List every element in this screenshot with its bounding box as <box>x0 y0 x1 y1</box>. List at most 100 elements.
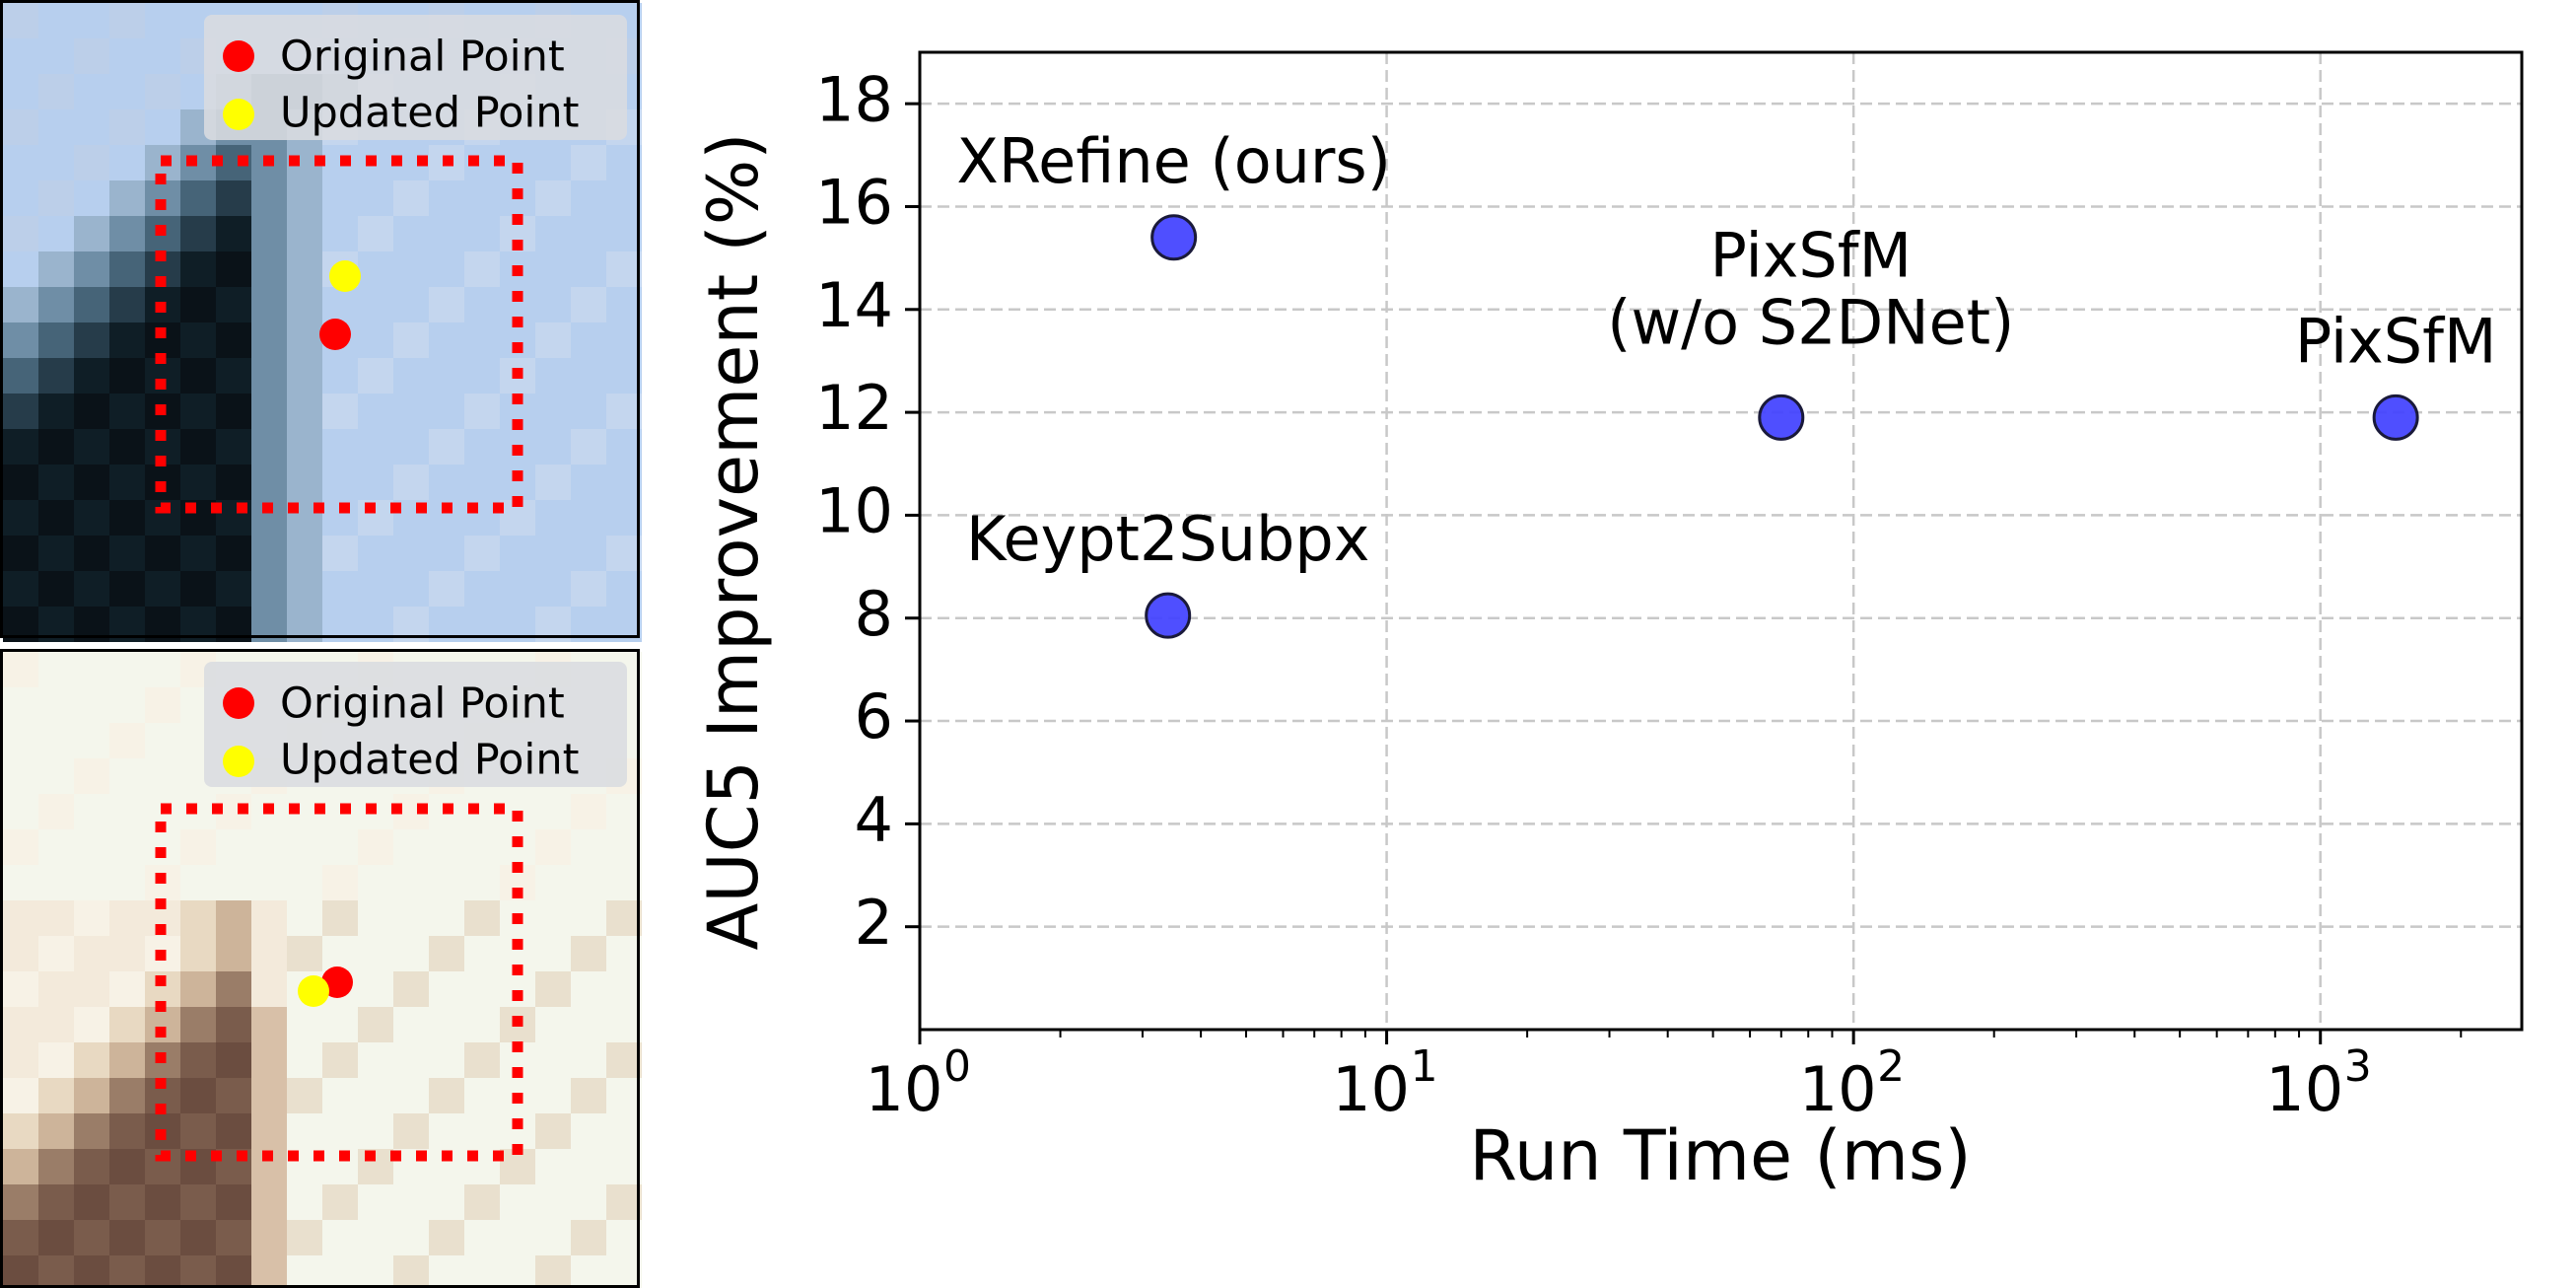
refinement-window <box>155 155 523 514</box>
pixel <box>571 358 606 394</box>
pixel <box>464 1042 500 1078</box>
pixel <box>393 1220 429 1255</box>
pixel <box>429 251 464 287</box>
pixel <box>358 1113 393 1149</box>
pixel <box>535 829 571 865</box>
pixel <box>606 180 642 216</box>
pixel <box>393 1113 429 1149</box>
pixel <box>535 145 571 180</box>
pixel <box>322 1184 358 1220</box>
x-tick-exponent: 1 <box>1411 1041 1438 1092</box>
pixel <box>251 536 287 571</box>
pixel <box>251 322 287 358</box>
pixel <box>393 1255 429 1288</box>
pixel <box>571 971 606 1007</box>
pixel <box>74 322 109 358</box>
pixel <box>251 1184 287 1220</box>
pixel <box>358 180 393 216</box>
pixel <box>535 794 571 829</box>
pixel <box>216 180 251 216</box>
pixel <box>180 1255 216 1288</box>
pixel <box>74 1149 109 1184</box>
pixel <box>3 322 38 358</box>
pixel <box>393 971 429 1007</box>
pixel <box>571 1007 606 1042</box>
pixel <box>393 865 429 900</box>
pixel <box>393 936 429 971</box>
pixel <box>3 74 38 109</box>
pixel <box>74 687 109 723</box>
pixel <box>180 322 216 358</box>
pixel <box>464 394 500 429</box>
pixel <box>109 571 145 607</box>
pixel <box>606 865 642 900</box>
pixel <box>429 180 464 216</box>
pixel <box>606 1220 642 1255</box>
pixel <box>322 465 358 500</box>
pixel <box>464 1255 500 1288</box>
pixel <box>251 358 287 394</box>
pixel <box>3 971 38 1007</box>
pixel <box>287 1255 322 1288</box>
pixel <box>358 936 393 971</box>
pixel <box>571 180 606 216</box>
pixel <box>429 936 464 971</box>
pixel <box>74 1007 109 1042</box>
pixel <box>74 394 109 429</box>
x-tick-exponent: 0 <box>943 1041 971 1092</box>
pixel <box>180 1113 216 1149</box>
pixel <box>464 1113 500 1149</box>
pixel <box>606 1078 642 1113</box>
pixel <box>535 1149 571 1184</box>
original-point-marker <box>321 966 353 998</box>
pixel <box>571 322 606 358</box>
pixel <box>251 429 287 465</box>
pixel <box>500 536 535 571</box>
pixel <box>606 145 642 180</box>
pixel <box>74 758 109 794</box>
pixel <box>606 429 642 465</box>
pixel <box>571 1078 606 1113</box>
pixel <box>287 251 322 287</box>
pixel <box>216 394 251 429</box>
pixel <box>287 1113 322 1149</box>
pixel <box>74 794 109 829</box>
pixel <box>3 500 38 536</box>
pixel <box>38 1113 74 1149</box>
legend-original-label: Original Point <box>280 680 565 729</box>
pixel <box>358 216 393 251</box>
pixel <box>535 1113 571 1149</box>
pixel <box>322 216 358 251</box>
pixel <box>287 429 322 465</box>
pixel <box>3 1149 38 1184</box>
pixel <box>74 1113 109 1149</box>
pixel <box>393 465 429 500</box>
pixel <box>109 251 145 287</box>
pixel <box>38 429 74 465</box>
data-point-label: Keypt2Subpx <box>966 503 1370 575</box>
pixel <box>322 180 358 216</box>
pixel <box>216 322 251 358</box>
pixel <box>251 1078 287 1113</box>
pixel <box>74 936 109 971</box>
pixel <box>180 216 216 251</box>
pixel <box>251 1007 287 1042</box>
pixel <box>606 1113 642 1149</box>
pixel <box>3 794 38 829</box>
pixel <box>571 429 606 465</box>
pixel <box>464 358 500 394</box>
pixel <box>109 794 145 829</box>
data-point <box>2372 394 2419 441</box>
pixel <box>74 180 109 216</box>
pixel <box>429 429 464 465</box>
pixel <box>38 74 74 109</box>
pixel <box>358 571 393 607</box>
pixel <box>180 358 216 394</box>
pixel <box>180 180 216 216</box>
pixel <box>38 38 74 74</box>
pixel <box>3 1078 38 1113</box>
pixel <box>3 900 38 936</box>
pixel <box>464 1007 500 1042</box>
pixel <box>109 500 145 536</box>
legend-updated-label: Updated Point <box>280 736 579 785</box>
